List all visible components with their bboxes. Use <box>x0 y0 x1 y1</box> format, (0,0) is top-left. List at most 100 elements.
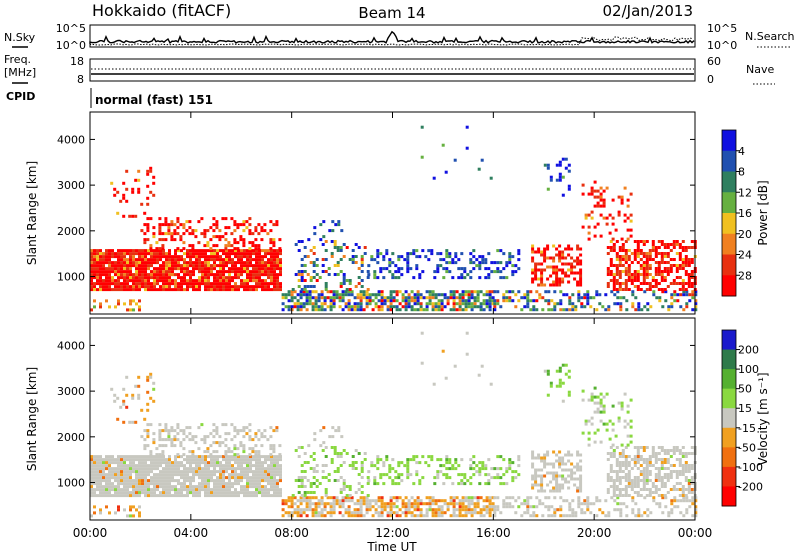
power-cell <box>270 288 273 292</box>
velocity-cell <box>290 499 294 503</box>
power-cell <box>607 305 611 309</box>
velocity-cell <box>303 494 307 497</box>
power-cell <box>440 293 444 297</box>
velocity-cell <box>636 485 640 488</box>
velocity-cell <box>543 465 547 469</box>
velocity-cell <box>433 476 437 480</box>
power-cell <box>672 246 676 249</box>
power-cell <box>225 264 228 268</box>
velocity-cell <box>596 401 600 405</box>
velocity-cell <box>448 458 452 462</box>
power-cell <box>204 282 207 286</box>
power-cell <box>267 288 270 292</box>
velocity-cell <box>651 455 655 458</box>
power-cell <box>255 288 258 292</box>
velocity-cell <box>431 502 435 506</box>
velocity-cell <box>473 511 477 515</box>
velocity-cell <box>356 514 360 518</box>
power-cell <box>254 238 258 242</box>
power-cell <box>587 237 591 241</box>
power-cell <box>227 226 231 230</box>
power-cell <box>633 249 637 252</box>
power-cell <box>412 252 416 256</box>
velocity-cell <box>195 455 198 459</box>
velocity-cell <box>336 479 340 482</box>
velocity-cell <box>655 502 659 506</box>
power-cell <box>198 288 201 292</box>
velocity-cell <box>159 461 162 465</box>
velocity-cell <box>488 508 492 512</box>
velocity-cell <box>117 458 120 462</box>
colorbar-tick-label: 200 <box>738 344 759 357</box>
power-cell <box>273 249 276 253</box>
power-cell <box>604 293 608 297</box>
power-cell <box>102 279 105 283</box>
colorbar-swatch <box>722 427 736 448</box>
velocity-cell <box>219 485 222 489</box>
velocity-cell <box>602 395 606 399</box>
velocity-cell <box>461 505 465 509</box>
velocity-cell <box>269 447 273 451</box>
power-cell <box>120 249 123 253</box>
velocity-cell <box>147 473 150 477</box>
power-cell <box>105 288 108 292</box>
power-cell <box>158 223 162 227</box>
velocity-cell <box>144 473 147 477</box>
power-cell <box>276 282 279 286</box>
velocity-cell <box>487 473 491 477</box>
power-cell <box>240 255 243 259</box>
power-cell <box>270 261 273 265</box>
power-cell <box>221 217 225 221</box>
power-cell <box>216 276 219 280</box>
velocity-cell <box>227 432 231 436</box>
velocity-cell <box>660 446 664 449</box>
velocity-cell <box>619 502 623 506</box>
power-cell <box>131 187 135 191</box>
velocity-cell <box>159 455 162 459</box>
velocity-cell <box>117 488 120 492</box>
velocity-cell <box>179 444 183 448</box>
velocity-cell <box>397 461 401 465</box>
velocity-cell <box>469 458 473 462</box>
velocity-cell <box>270 455 273 459</box>
velocity-cell <box>114 467 117 471</box>
power-cell <box>427 258 431 262</box>
velocity-cell <box>156 458 159 462</box>
power-cell <box>249 249 252 253</box>
velocity-cell <box>342 479 346 482</box>
velocity-cell <box>243 488 246 492</box>
velocity-cell <box>657 458 661 461</box>
velocity-cell <box>636 494 640 497</box>
power-cell <box>397 258 401 262</box>
power-cell <box>153 267 156 271</box>
power-cell <box>626 228 630 232</box>
velocity-cell <box>312 452 316 455</box>
velocity-cell <box>258 473 261 477</box>
power-cell <box>284 296 288 300</box>
power-cell <box>629 213 633 217</box>
velocity-cell <box>344 499 348 503</box>
velocity-cell <box>618 476 622 479</box>
velocity-cell <box>132 514 135 518</box>
velocity-cell <box>255 458 258 462</box>
power-cell <box>314 305 318 309</box>
power-cell <box>90 288 93 292</box>
power-cell <box>300 273 304 276</box>
velocity-cell <box>326 502 330 506</box>
power-cell <box>132 282 135 286</box>
power-cell <box>428 299 432 303</box>
velocity-cell <box>144 476 147 480</box>
power-cell <box>493 290 497 294</box>
power-cell <box>606 267 610 270</box>
power-cell <box>123 249 126 253</box>
velocity-cell <box>296 514 300 518</box>
power-cell <box>329 305 333 309</box>
velocity-cell <box>561 468 565 472</box>
velocity-cell <box>350 496 354 500</box>
power-cell <box>537 262 541 266</box>
power-cell <box>467 296 471 300</box>
velocity-cell <box>96 467 99 471</box>
velocity-cell <box>356 499 360 503</box>
velocity-cell <box>324 476 328 479</box>
power-cell <box>340 229 344 233</box>
